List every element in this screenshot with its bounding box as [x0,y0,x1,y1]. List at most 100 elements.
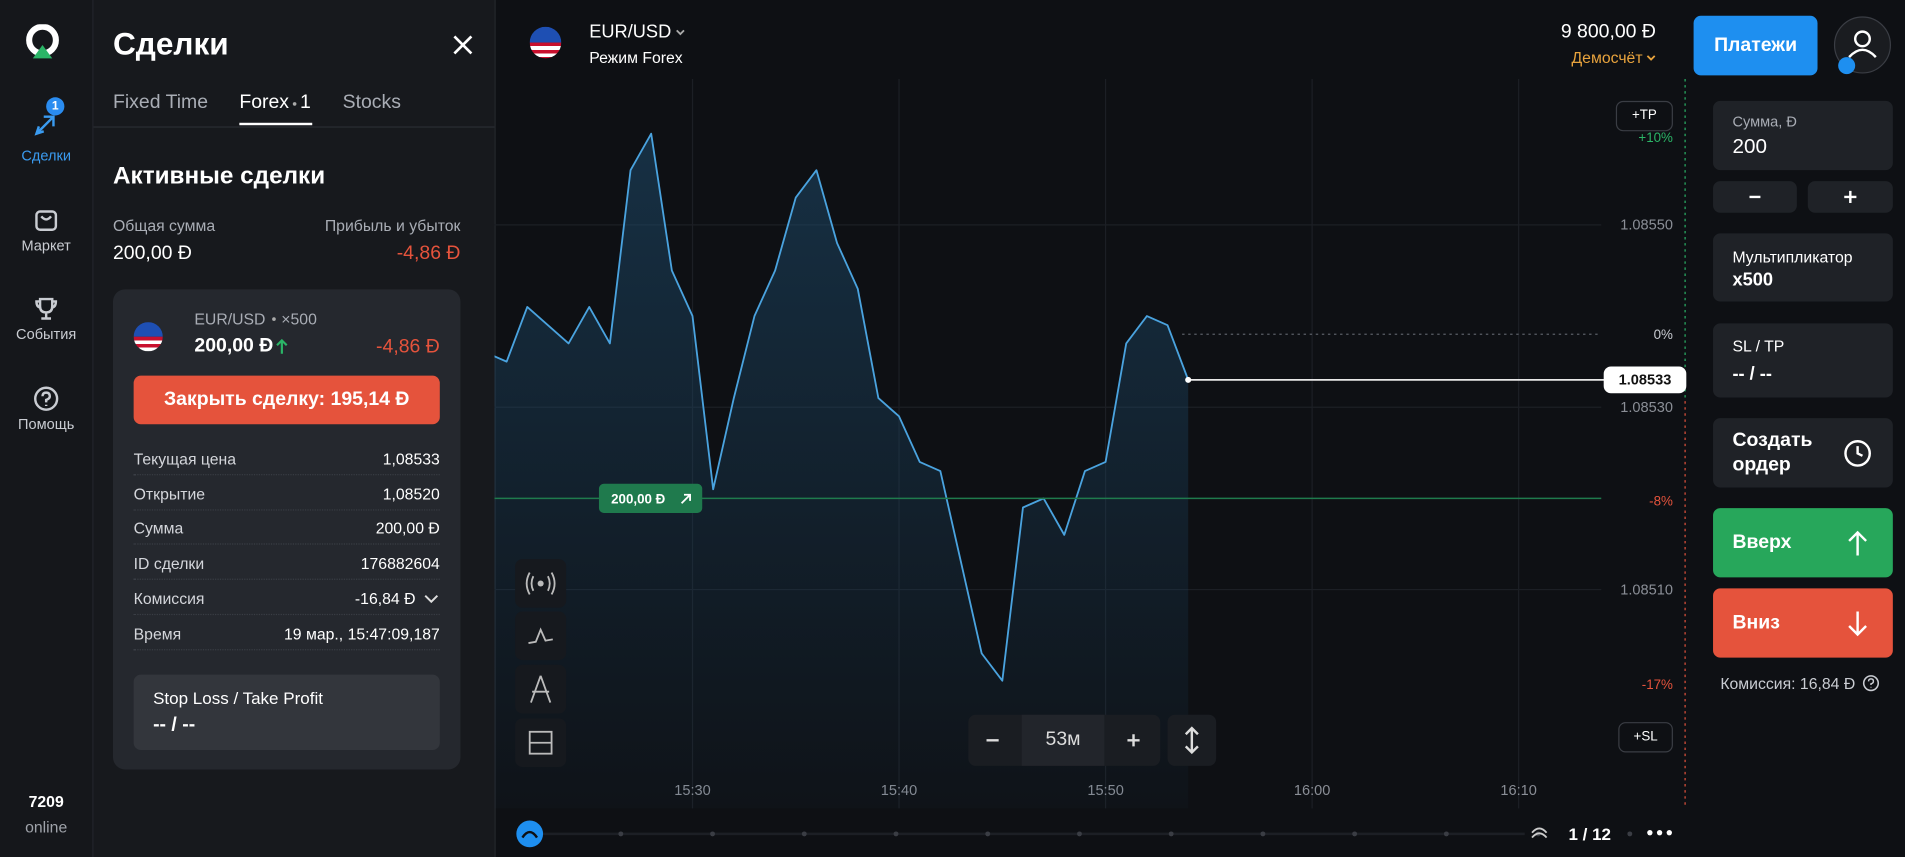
multiplier-box[interactable]: Мультипликатор x500 [1713,233,1893,302]
tool-drawing[interactable] [515,664,567,714]
zoom-control: 53м [968,714,1161,766]
detail-row: Сумма 200,00 Đ [133,519,440,546]
down-button[interactable]: Вниз [1713,588,1893,658]
down-icon [1848,611,1867,637]
balance: 9 800,00 Đ [1560,21,1656,43]
deal-amount-wrap: 200,00 Đ [194,336,290,358]
detail-label: Время [133,624,182,643]
detail-value: -16,84 Đ [354,589,416,608]
deal-instrument: EUR/USD ×500 [194,310,316,328]
tool-indicators[interactable] [515,611,567,661]
flag [529,26,562,59]
deals-icon [34,115,55,136]
amount-value: 200 [1732,134,1767,159]
deal-amount: 200,00 Đ [194,335,274,357]
create-order-button[interactable]: Создать ордер [1713,418,1893,488]
nav-help[interactable]: Помощь [0,385,92,433]
timeline-dot [710,831,715,837]
commission-text: Комиссия: 16,84 Đ [1720,674,1856,693]
detail-row: Открытие 1,08520 [133,485,440,511]
zoom-out[interactable] [983,732,1002,749]
account-selector[interactable]: Демосчёт [1571,49,1659,67]
pnl-level: -8% [1649,494,1673,509]
chevron [1646,54,1656,61]
total-label: Общая сумма [112,216,216,235]
detail-value: 200,00 Đ [375,519,440,538]
create-order-label: Создать ордер [1732,430,1813,476]
detail-row: Комиссия -16,84 Đ [133,589,440,615]
section-title: Активные сделки [112,162,326,190]
tab-active[interactable]: Forex 1 [239,92,310,114]
panel-title: Сделки [112,25,229,62]
deal-multiplier: ×500 [281,309,317,329]
tab[interactable]: Stocks [342,92,401,114]
pnl-value: -4,86 Đ [396,243,461,264]
nav-events[interactable]: События [0,295,92,343]
nav-market[interactable]: Маркет [0,207,92,254]
timeline-icon [521,830,539,839]
sidebar: 1 Сделки Маркет События Помощь 7209 onli… [0,0,94,857]
zoom-in[interactable] [1124,732,1143,749]
up-icon [1848,530,1867,556]
deals-panel: Сделки Fixed Time Forex 1 Stocks Активны… [93,0,496,857]
down-label: Вниз [1732,612,1780,633]
timeline-dot [801,831,807,837]
header-mode: Режим Forex [589,48,683,67]
pnl-label: Прибыль и убыток [324,216,461,235]
online-count: 7209 [28,792,64,811]
total-value: 200,00 Đ [112,243,192,264]
sltp-order-label: SL / TP [1732,336,1785,355]
pnl-level: -17% [1642,677,1673,692]
nav-label: Маркет [21,237,71,255]
timeline-dot [893,831,899,837]
timeline-dot [1352,831,1358,837]
tab-dot [292,101,297,106]
expand-chevron[interactable] [423,591,440,608]
tool-layout[interactable] [515,718,567,768]
nav-deals[interactable]: 1 Сделки [0,97,92,164]
avatar[interactable] [1833,16,1894,77]
zoom-level: 53м [1021,714,1105,766]
detail-value: 19 мар., 15:47:09,187 [284,624,440,643]
sltp-box[interactable]: Stop Loss / Take Profit -- / -- [133,674,440,751]
pair-selector[interactable]: EUR/USD [589,22,688,43]
sltp-order-box[interactable]: SL / TP -- / -- [1713,323,1893,398]
more-button[interactable] [1646,827,1673,839]
minus-button[interactable] [1713,181,1797,213]
tab[interactable]: Fixed Time [112,92,209,114]
detail-row: Время 19 мар., 15:47:09,187 [133,624,440,650]
sltp-label: Stop Loss / Take Profit [153,688,323,708]
close-deal-button[interactable]: Закрыть сделку: 195,14 Đ [133,375,440,425]
chevron [675,29,685,35]
divider [93,126,495,128]
timeline-dot [618,831,624,837]
sep-dot [271,317,276,321]
market-icon [35,210,58,231]
payments-button[interactable]: Платежи [1693,15,1818,76]
nav-label: События [16,325,77,343]
amount-box[interactable]: Сумма, Đ 200 [1713,100,1893,171]
info-icon[interactable] [1855,673,1882,692]
tool-signals[interactable] [515,559,567,608]
current-dot [1185,376,1192,383]
multiplier-label: Мультипликатор [1732,247,1853,267]
autoscale[interactable] [1167,714,1217,766]
events-icon [35,297,58,320]
detail-label: ID сделки [133,554,205,573]
timeline-dot [985,831,991,837]
y-tick-label: 1.08510 [1620,582,1673,598]
tp-button[interactable]: +TP [1615,100,1673,132]
up-button[interactable]: Вверх [1713,508,1893,578]
multiplier-value: x500 [1732,269,1774,291]
sl-button[interactable]: +SL [1618,722,1673,753]
close-panel[interactable] [452,34,474,56]
pnl-level: +10% [1638,130,1673,145]
timeline-dot [1443,831,1449,837]
pagination: 1 / 12 [1568,824,1612,844]
detail-label: Текущая цена [133,449,237,469]
y-tick-label: 1.08530 [1620,400,1673,416]
plus-button[interactable] [1807,181,1893,213]
timeline-dot [1627,831,1633,837]
logo [26,24,59,59]
